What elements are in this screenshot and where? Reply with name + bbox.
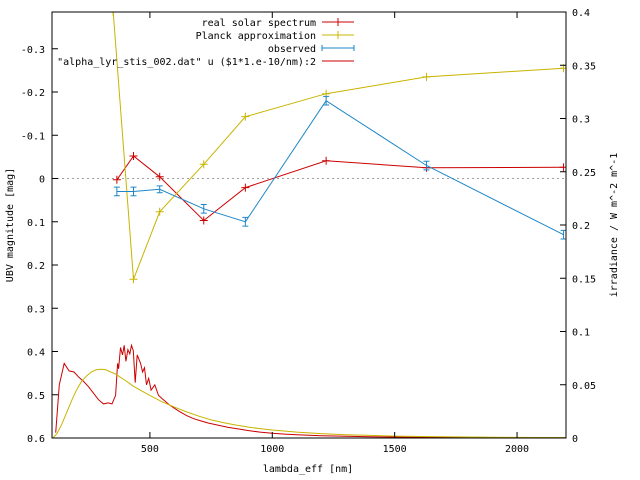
data-point <box>129 152 138 161</box>
y-axis-label: UBV magnitude [mag] <box>5 168 16 282</box>
legend-entry-label: observed <box>268 44 316 55</box>
y2-tick-label: 0.2 <box>572 221 590 232</box>
data-point <box>422 72 431 81</box>
y-tick-label: 0.1 <box>27 218 45 229</box>
y-tick-label: -0.3 <box>21 45 45 56</box>
data-point <box>199 160 208 169</box>
y-tick-label: 0.3 <box>27 304 45 315</box>
x-axis-label: lambda_eff [nm] <box>263 464 353 475</box>
axis-ticks: 500 1000 1500 2000 -0.3 -0.2 -0.1 0 0.1 0.2 0.3 0.4… <box>21 8 596 455</box>
error-bar <box>113 186 120 197</box>
y2-tick-label: 0.3 <box>572 115 590 126</box>
data-point <box>129 275 138 284</box>
x-tick-label: 1000 <box>260 444 284 455</box>
legend: real solar spectrum Planck approximation o… <box>57 18 355 68</box>
y-tick-label: 0 <box>39 175 45 186</box>
series-line-1 <box>112 12 564 280</box>
y-tick-label: 0.4 <box>27 348 45 359</box>
error-bar <box>156 185 163 194</box>
legend-marker <box>334 31 342 39</box>
series-layer <box>52 12 566 438</box>
series-line-4 <box>52 368 566 438</box>
y-tick-label: 0.2 <box>27 261 45 272</box>
error-bar <box>200 203 207 214</box>
legend-marker <box>321 45 355 51</box>
legend-entry-label: Planck approximation <box>196 31 316 42</box>
legend-entry-label: "alpha_lyr_stis_002.dat" u ($1*1.e-10/nm… <box>57 57 316 68</box>
x-tick-label: 2000 <box>505 444 529 455</box>
y2-axis-label: irradiance / W m^-2 m^-1 <box>609 153 620 298</box>
data-point <box>241 183 250 192</box>
y2-tick-label: 0.25 <box>572 168 596 179</box>
error-bar <box>130 186 137 197</box>
y-tick-label: -0.2 <box>21 88 45 99</box>
y2-tick-label: 0.1 <box>572 328 590 339</box>
data-point <box>241 112 250 121</box>
series-line-0 <box>116 155 564 222</box>
error-bar <box>242 216 249 227</box>
legend-marker <box>334 18 342 26</box>
x-tick-label: 1500 <box>383 444 407 455</box>
y2-tick-label: 0.35 <box>572 61 596 72</box>
y-tick-label: -0.1 <box>21 131 45 142</box>
y2-tick-label: 0.05 <box>572 381 596 392</box>
data-point <box>112 175 121 184</box>
y-tick-label: 0.6 <box>27 434 45 445</box>
error-bar <box>423 160 430 171</box>
data-point <box>155 207 164 216</box>
y2-tick-label: 0 <box>572 434 578 445</box>
y2-tick-label: 0.4 <box>572 8 590 19</box>
data-point <box>559 163 566 172</box>
series-line-2 <box>116 100 564 236</box>
x-tick-label: 500 <box>141 444 159 455</box>
series-line-3 <box>55 343 566 438</box>
data-point <box>322 156 331 165</box>
y-tick-label: 0.5 <box>27 391 45 402</box>
data-point <box>109 12 118 16</box>
legend-entry-label: real solar spectrum <box>202 18 316 29</box>
y2-tick-label: 0.15 <box>572 274 596 285</box>
error-bar <box>323 95 330 106</box>
data-point <box>155 172 164 181</box>
data-point <box>199 216 208 225</box>
